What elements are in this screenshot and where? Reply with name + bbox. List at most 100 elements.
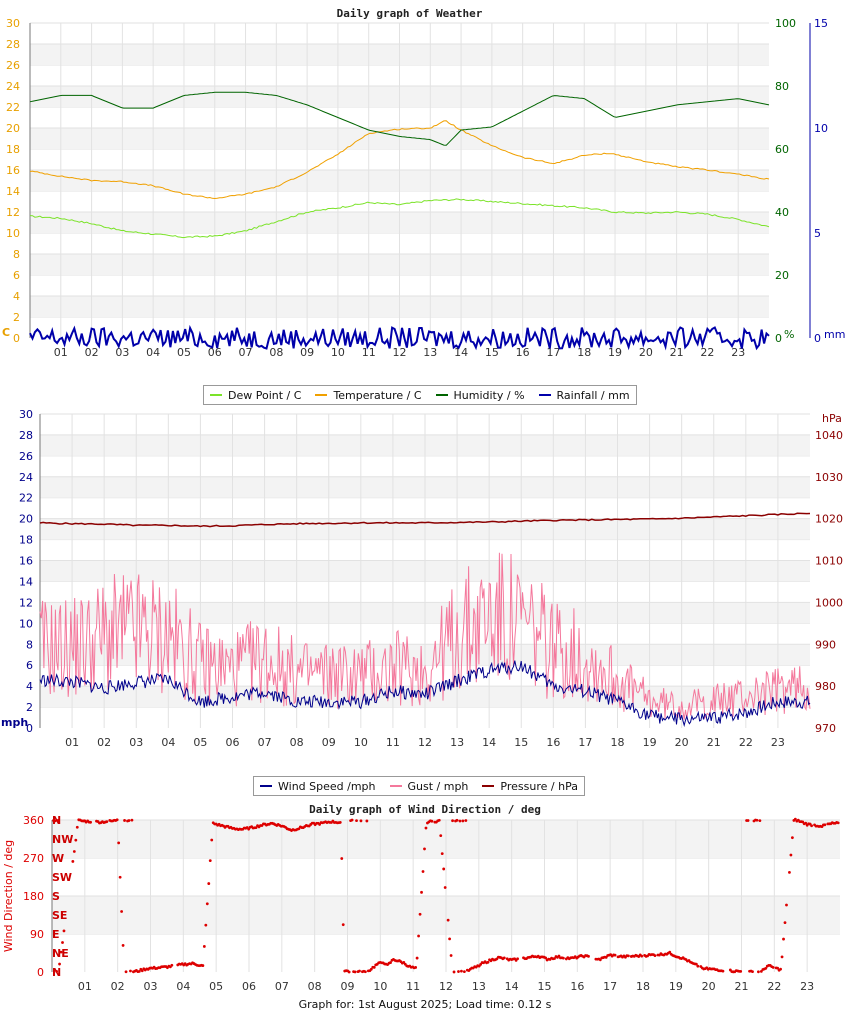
data-point (207, 882, 211, 885)
weather-legend: Dew Point / C Temperature / C Humidity / %… (203, 385, 637, 405)
data-point (350, 818, 354, 822)
data-point (613, 953, 617, 957)
legend-label: Pressure / hPa (500, 779, 578, 793)
dir-x-tick: 23 (800, 980, 814, 993)
y-tick-left: 22 (19, 492, 33, 505)
data-point (210, 838, 214, 842)
legend-swatch (435, 394, 448, 396)
dir-x-tick: 05 (209, 980, 223, 993)
y-tick-right-rain: 10 (814, 122, 828, 135)
data-point (118, 875, 122, 879)
dir-x-tick: 09 (341, 980, 355, 993)
y-tick-left: 6 (26, 659, 33, 672)
y-tick-right: 1030 (815, 471, 843, 484)
y-tick-left: 30 (19, 408, 33, 421)
weather-x-tick: 05 (177, 346, 191, 359)
y-tick-left: 180 (23, 890, 44, 903)
y-tick-left: 0 (26, 722, 33, 735)
legend-swatch (389, 785, 402, 787)
data-point (415, 956, 419, 960)
data-point (757, 970, 760, 974)
dir-x-tick: 16 (570, 980, 584, 993)
legend-item: Temperature / C (315, 388, 422, 402)
data-point (561, 956, 565, 960)
y-tick-left: 14 (6, 185, 20, 198)
wind-x-tick: 06 (226, 736, 240, 749)
data-point (836, 821, 840, 825)
data-point (779, 967, 782, 971)
series-line (39, 512, 811, 528)
weather-x-tick: 17 (546, 346, 560, 359)
y-tick-left: 16 (19, 555, 33, 568)
y-tick-left: 360 (23, 814, 44, 827)
dir-x-tick: 13 (472, 980, 486, 993)
data-point (389, 961, 392, 964)
data-point (74, 838, 78, 842)
wind-x-tick: 17 (578, 736, 592, 749)
y-tick-right-humidity: 0 (775, 332, 782, 345)
data-point (414, 966, 418, 969)
data-point (810, 824, 813, 828)
data-point (120, 910, 124, 913)
y-tick-left: 12 (19, 596, 33, 609)
wind-x-tick: 01 (65, 736, 79, 749)
y-tick-right: 1010 (815, 555, 843, 568)
data-point (372, 965, 376, 969)
data-point (365, 819, 369, 823)
data-point (443, 886, 447, 889)
series-line (29, 198, 770, 239)
wind-x-tick: 18 (611, 736, 625, 749)
weather-x-tick: 14 (454, 346, 468, 359)
weather-chart: Daily graph of Weather024681012141618202… (2, 7, 845, 359)
y-tick-right: 980 (815, 680, 836, 693)
y-tick-left: 20 (19, 513, 33, 526)
dir-x-tick: 19 (669, 980, 683, 993)
left-axis-unit: mph (1, 716, 28, 729)
y-tick-right: 990 (815, 638, 836, 651)
data-point (464, 819, 468, 822)
data-point (479, 963, 483, 966)
y-tick-left: 28 (6, 38, 20, 51)
y-tick-right: 970 (815, 722, 836, 735)
wind-x-tick: 15 (514, 736, 528, 749)
data-point (502, 956, 506, 960)
data-point (439, 834, 443, 838)
left-axis-unit: C (2, 326, 10, 339)
y-tick-left: 26 (6, 59, 20, 72)
compass-label: W (52, 852, 64, 865)
wind-x-tick: 02 (97, 736, 111, 749)
dir-x-tick: 01 (78, 980, 92, 993)
dir-x-tick: 02 (111, 980, 125, 993)
y-tick-right-humidity: 100 (775, 17, 796, 30)
data-point (696, 964, 700, 968)
wind-x-tick: 03 (129, 736, 143, 749)
legend-swatch (210, 394, 222, 396)
legend-label: Temperature / C (333, 388, 422, 402)
data-point (340, 857, 344, 860)
data-point (341, 923, 345, 927)
legend-item: Rainfall / mm (538, 389, 630, 402)
wind-x-tick: 21 (707, 736, 721, 749)
weather-x-tick: 06 (208, 346, 222, 359)
y-tick-left: 0 (37, 966, 44, 979)
y-tick-left: 4 (13, 290, 20, 303)
wind-x-tick: 14 (482, 736, 496, 749)
data-point (423, 847, 426, 851)
weather-x-tick: 01 (54, 346, 68, 359)
data-point (449, 954, 453, 957)
weather-x-tick: 08 (269, 346, 283, 359)
y-tick-right-humidity: 60 (775, 143, 789, 156)
footer-status: Graph for: 1st August 2025; Load time: 0… (298, 998, 552, 1011)
wind-x-tick: 22 (739, 736, 753, 749)
data-point (424, 826, 428, 830)
data-point (123, 819, 126, 822)
wind-x-tick: 23 (771, 736, 785, 749)
wind-x-tick: 11 (386, 736, 400, 749)
data-point (202, 945, 206, 948)
y-tick-left: 0 (13, 332, 20, 345)
data-point (788, 871, 791, 874)
dir-x-tick: 04 (176, 980, 190, 993)
data-point (124, 970, 128, 974)
data-point (437, 818, 441, 822)
data-point (553, 957, 556, 960)
